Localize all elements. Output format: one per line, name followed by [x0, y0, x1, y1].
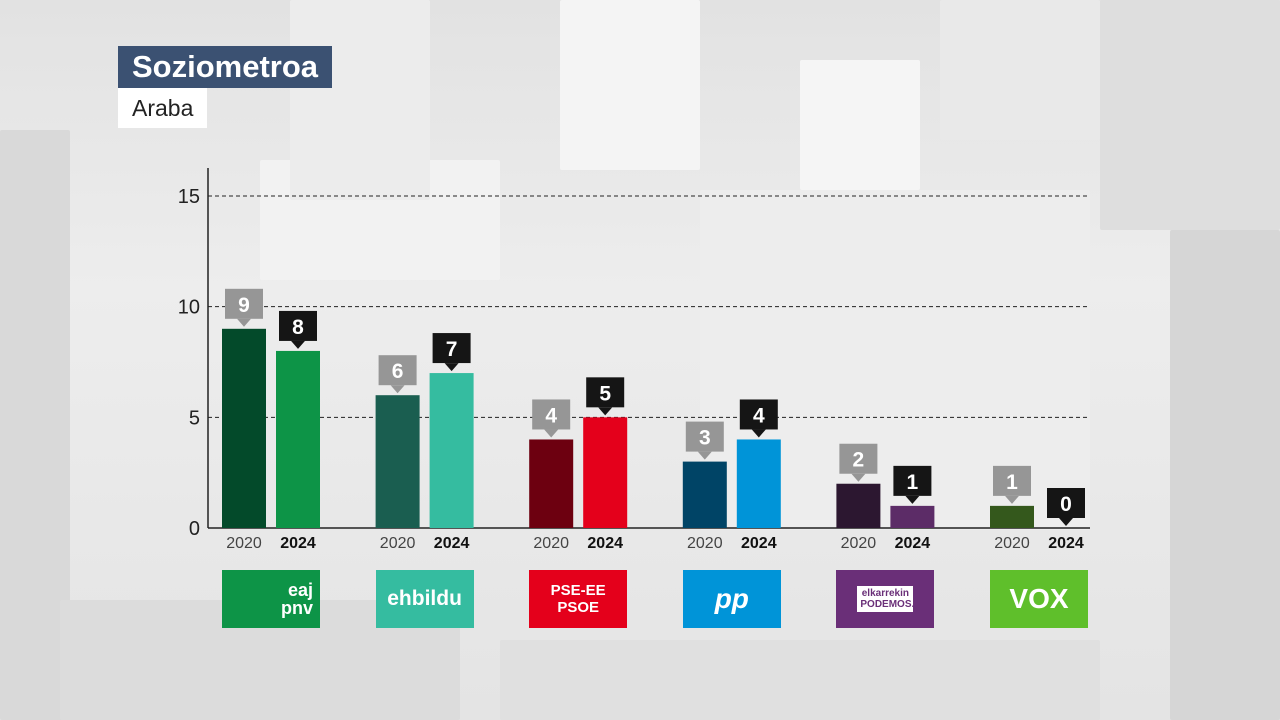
y-tick-label: 10 [178, 297, 200, 319]
x-tick-label: 2020 [841, 535, 877, 552]
value-label: 3 [699, 427, 711, 450]
value-label-pointer [598, 407, 613, 416]
bar [890, 505, 935, 528]
value-label-box [225, 288, 263, 319]
value-label: 8 [292, 316, 304, 339]
value-label-box [1047, 488, 1085, 518]
bar [222, 328, 266, 528]
page-subtitle: Araba [118, 88, 208, 128]
party-logo: elkarrekin PODEMOS. [836, 570, 935, 628]
party-logo: ehbildu [375, 570, 474, 628]
value-label-pointer [697, 451, 712, 460]
value-label-pointer [1059, 518, 1073, 526]
x-tick-label: 2020 [226, 535, 262, 552]
value-label-box [685, 421, 724, 452]
value-label: 2 [853, 449, 865, 472]
bar [682, 461, 727, 528]
value-label-pointer [851, 473, 866, 482]
party-logo-label: pp [714, 583, 749, 614]
bar [583, 417, 628, 528]
bar [990, 505, 1034, 528]
party-logo-label: elkarrekin PODEMOS. [857, 586, 914, 612]
value-label: 0 [1060, 493, 1072, 516]
value-label: 4 [753, 404, 765, 427]
party-logo: eaj pnv [222, 570, 320, 628]
party-logo-label: eaj pnv [280, 580, 313, 618]
bar [836, 483, 881, 528]
x-tick-label: 2020 [994, 535, 1030, 552]
value-label-pointer [1005, 495, 1019, 504]
x-tick-label: 2024 [895, 535, 931, 552]
y-tick-label: 5 [189, 407, 200, 429]
value-label-box [586, 377, 625, 408]
party-logo-label: ehbildu [387, 587, 462, 610]
party-logo-label: PSE-EE PSOE [550, 582, 606, 616]
value-label-pointer [291, 340, 305, 349]
value-label: 9 [238, 294, 250, 317]
y-tick-label: 15 [178, 186, 200, 208]
value-label: 1 [1006, 471, 1018, 494]
value-label-box [839, 443, 878, 474]
value-label-pointer [751, 429, 766, 438]
value-label-pointer [544, 429, 559, 438]
party-logo: VOX [990, 570, 1088, 628]
x-tick-label: 2020 [533, 535, 569, 552]
value-label-pointer [444, 363, 459, 372]
party-logo: pp [682, 570, 781, 628]
value-label-box [532, 399, 571, 430]
value-label-box [739, 399, 778, 430]
x-tick-label: 2024 [280, 535, 316, 552]
value-label: 6 [392, 360, 404, 383]
x-tick-label: 2020 [380, 535, 416, 552]
value-label: 1 [907, 471, 919, 494]
bar [529, 439, 574, 528]
party-logo-label: VOX [1009, 583, 1069, 614]
value-label-pointer [905, 495, 920, 504]
x-tick-label: 2024 [587, 535, 623, 552]
value-label-pointer [390, 385, 405, 394]
value-label-box [378, 355, 417, 386]
value-label: 4 [545, 404, 557, 427]
value-label-box [279, 310, 317, 341]
value-label: 7 [446, 338, 458, 361]
y-tick-label: 0 [189, 518, 200, 540]
bar [276, 350, 320, 528]
value-label-box [893, 465, 932, 496]
value-label-pointer [237, 318, 251, 327]
value-label-box [993, 465, 1031, 496]
x-tick-label: 2024 [741, 535, 777, 552]
bar [736, 439, 781, 528]
x-tick-label: 2024 [434, 535, 470, 552]
x-tick-label: 2020 [687, 535, 723, 552]
bar [375, 395, 420, 528]
bar [429, 373, 474, 528]
x-tick-label: 2024 [1048, 535, 1084, 552]
value-label: 5 [599, 382, 611, 405]
value-label-box [432, 333, 471, 364]
party-logo: PSE-EE PSOE [529, 570, 628, 628]
page-title: Soziometroa [118, 46, 333, 88]
